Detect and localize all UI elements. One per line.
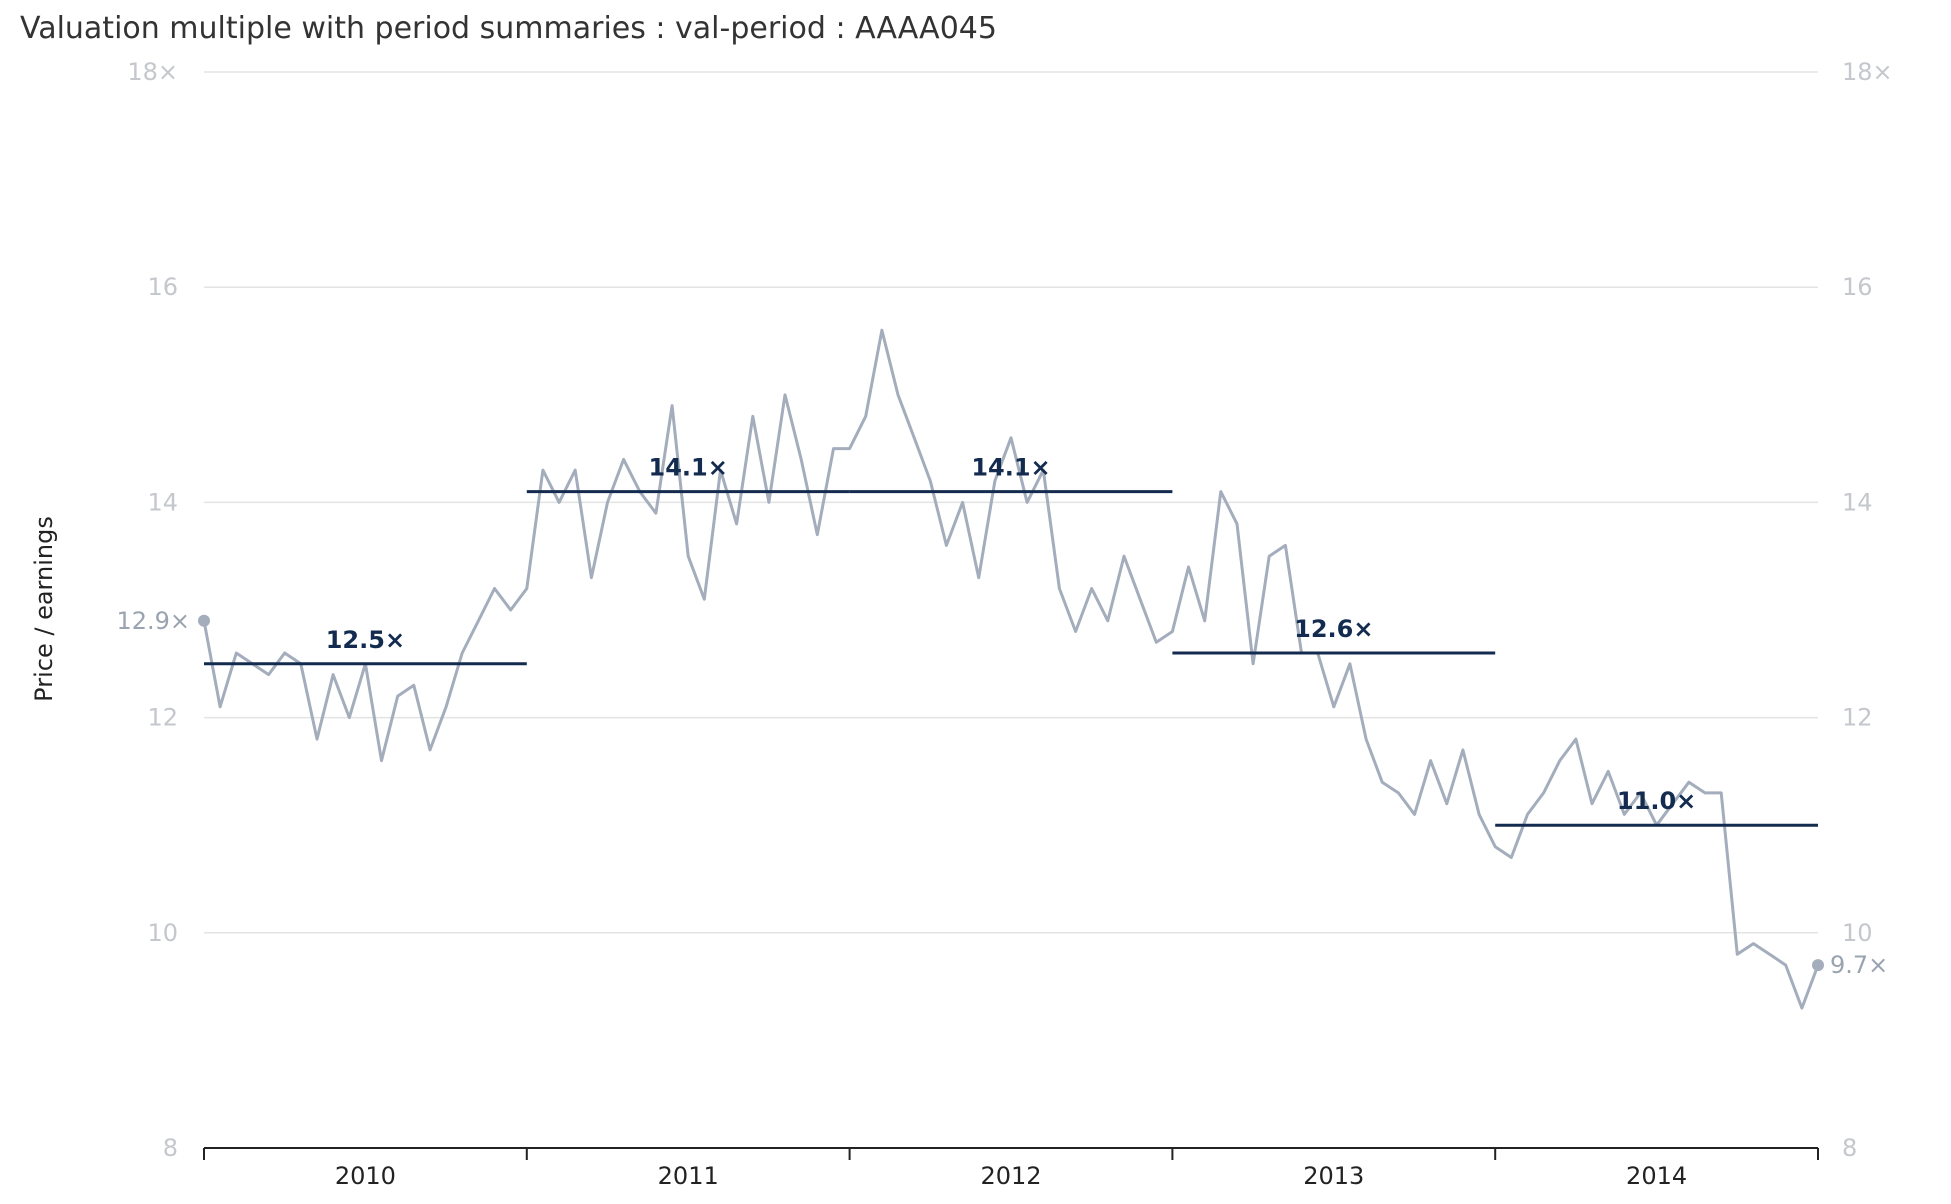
- summary-label-4: 11.0×: [1617, 787, 1696, 815]
- y-tick-labels: 8 8 10 10 12 12 14 14 16 16 18× 18×: [127, 58, 1892, 1162]
- y-axis-label: Price / earnings: [30, 516, 58, 702]
- x-tick-label-2013: 2013: [1303, 1162, 1364, 1190]
- start-point: [198, 614, 210, 627]
- y-tick-right-18: 18×: [1842, 58, 1893, 86]
- y-tick-right-10: 10: [1842, 919, 1873, 947]
- y-tick-left-10: 10: [147, 919, 178, 947]
- x-tick-label-2012: 2012: [980, 1162, 1041, 1190]
- x-tick-label-2014: 2014: [1626, 1162, 1687, 1190]
- y-tick-left-14: 14: [147, 488, 178, 516]
- end-value-label: 9.7×: [1830, 951, 1888, 979]
- series-line-0: [202, 328, 1820, 1010]
- gridlines: [204, 71, 1818, 934]
- y-tick-right-14: 14: [1842, 488, 1873, 516]
- y-tick-left-16: 16: [147, 273, 178, 301]
- chart-title: Valuation multiple with period summaries…: [20, 11, 997, 46]
- end-point: [1812, 959, 1824, 972]
- period-summary-layer: 12.5× 14.1× 14.1× 12.6× 11.0×: [204, 454, 1818, 827]
- y-tick-right-16: 16: [1842, 273, 1873, 301]
- y-tick-left-8: 8: [163, 1134, 178, 1162]
- series-layer: [202, 328, 1820, 1010]
- summary-label-2: 14.1×: [971, 454, 1050, 482]
- y-tick-left-18: 18×: [127, 58, 178, 86]
- start-value-label: 12.9×: [116, 607, 190, 635]
- x-tick-label-2010: 2010: [335, 1162, 396, 1190]
- x-tick-label-2011: 2011: [658, 1162, 719, 1190]
- y-tick-left-12: 12: [147, 704, 178, 732]
- x-axis: 2010 2011 2012 2013 2014: [203, 1147, 1819, 1190]
- y-tick-right-8: 8: [1842, 1134, 1857, 1162]
- summary-label-1: 14.1×: [649, 454, 728, 482]
- endpoint-layer: 12.9× 9.7×: [116, 607, 1888, 979]
- summary-label-3: 12.6×: [1294, 615, 1373, 643]
- y-tick-right-12: 12: [1842, 704, 1873, 732]
- summary-label-0: 12.5×: [326, 626, 405, 654]
